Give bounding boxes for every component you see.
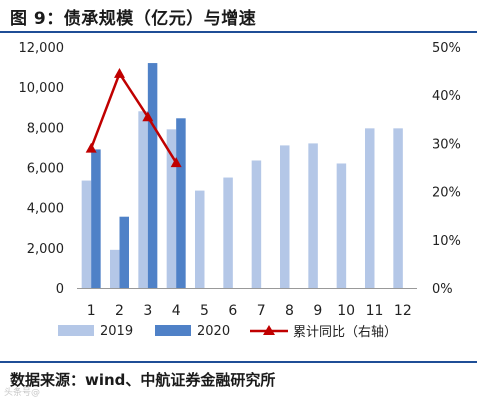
bar-2019-11	[365, 128, 375, 288]
bar-2020-3	[147, 63, 158, 288]
bar-2019-1	[81, 180, 92, 288]
legend-label-growth: 累计同比（右轴）	[293, 325, 397, 340]
x-tick-label: 7	[257, 303, 266, 319]
title-divider	[0, 31, 477, 33]
bar-2020-4	[176, 118, 186, 288]
x-tick-label: 5	[200, 303, 209, 319]
bar-2019-12	[393, 128, 403, 288]
right-tick-label: 40%	[432, 89, 461, 104]
x-tick-label: 2	[115, 303, 124, 319]
left-axis: 0 2,000 4,000 6,000 8,000 10,000 12,000	[19, 41, 65, 297]
x-tick-label: 4	[172, 303, 181, 319]
bar-2019-6	[223, 177, 233, 288]
left-tick-label: 8,000	[27, 121, 64, 136]
bar-2019-2	[110, 249, 120, 288]
watermark: 头条号@	[4, 388, 41, 398]
x-axis: 1 2 3 4 5 6 7 8 9 10 11 12	[77, 288, 417, 319]
bar-2020-2	[119, 216, 129, 288]
x-tick-label: 9	[313, 303, 322, 319]
growth-line-point	[85, 142, 97, 153]
x-tick-label: 10	[337, 303, 355, 319]
left-tick-label: 12,000	[19, 41, 65, 56]
legend: 2019 2020 累计同比（右轴）	[58, 324, 397, 340]
source-note: 数据来源：wind、中航证券金融研究所	[10, 371, 276, 389]
right-tick-label: 0%	[432, 282, 453, 297]
x-tick-label: 1	[87, 303, 96, 319]
x-tick-label: 3	[143, 303, 152, 319]
growth-line-point	[170, 157, 182, 168]
bar-2020-1	[91, 149, 101, 288]
left-tick-label: 6,000	[27, 162, 64, 177]
right-tick-label: 20%	[432, 186, 461, 201]
right-tick-label: 10%	[432, 234, 461, 249]
bar-2019-10	[336, 163, 347, 288]
right-axis: 0% 10% 20% 30% 40% 50%	[432, 41, 461, 297]
bar-2019-9	[308, 143, 318, 288]
growth-line-point	[142, 111, 154, 122]
left-tick-label: 2,000	[27, 242, 64, 257]
bar-2019-7	[251, 160, 262, 288]
legend-label-2019: 2019	[100, 324, 133, 339]
legend-swatch-marker	[263, 325, 275, 335]
x-tick-label: 12	[394, 303, 412, 319]
left-tick-label: 0	[56, 282, 64, 297]
bars	[81, 63, 403, 289]
x-tick-label: 11	[366, 303, 384, 319]
growth-line-path	[89, 70, 178, 164]
x-tick-label: 6	[228, 303, 237, 319]
legend-swatch-2020	[155, 325, 191, 336]
left-tick-label: 10,000	[19, 81, 65, 96]
chart-title: 图 9：债承规模（亿元）与增速	[10, 9, 257, 29]
legend-swatch-2019	[58, 325, 94, 336]
left-tick-label: 4,000	[27, 202, 64, 217]
bar-2019-3	[138, 111, 148, 289]
source-divider	[0, 361, 477, 363]
bar-2019-4	[166, 129, 177, 288]
bar-2019-5	[195, 190, 205, 288]
right-tick-label: 50%	[432, 41, 461, 56]
growth-line	[85, 68, 182, 168]
growth-line-point	[114, 68, 125, 78]
x-tick-label: 8	[285, 303, 294, 319]
right-tick-label: 30%	[432, 137, 461, 152]
bar-2019-8	[280, 145, 290, 288]
legend-label-2020: 2020	[197, 324, 230, 339]
bar-line-chart: 0 2,000 4,000 6,000 8,000 10,000 12,000 0% 10% 2…	[19, 41, 461, 340]
